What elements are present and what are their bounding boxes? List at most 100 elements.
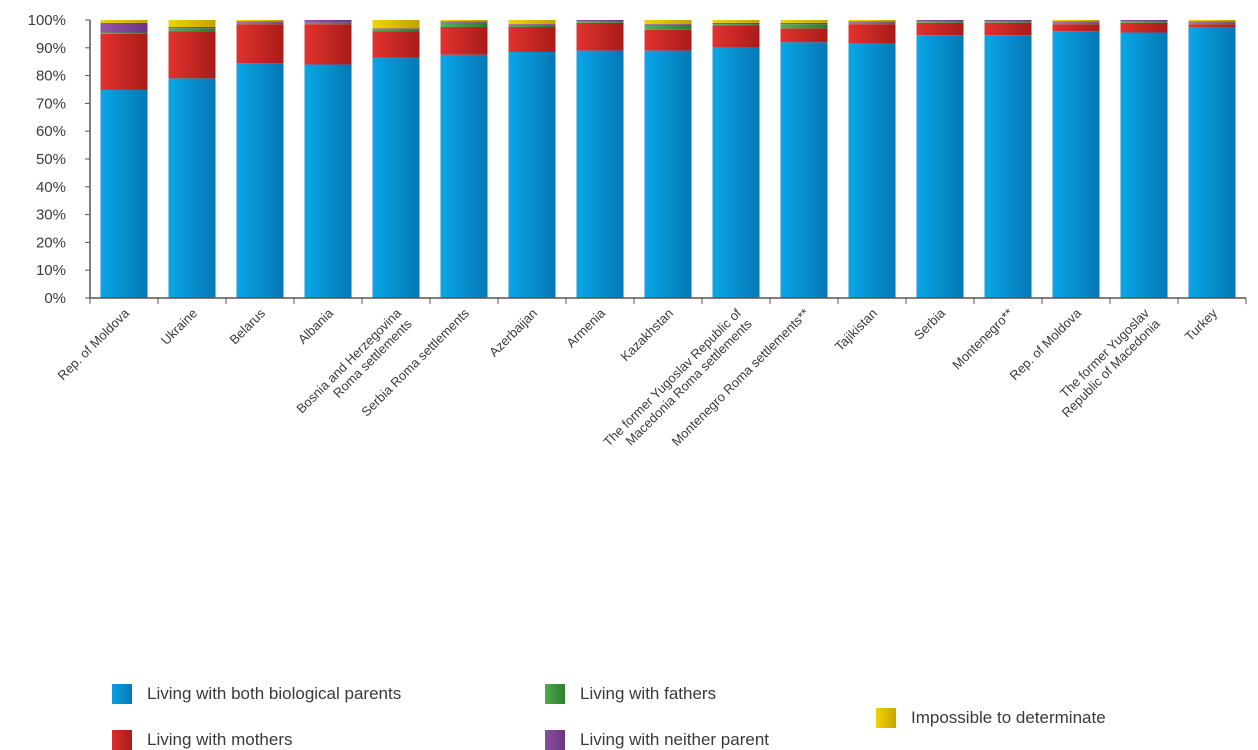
bar-segment <box>508 25 556 27</box>
x-tick-label: Tajikistan <box>832 306 880 354</box>
bar-segment <box>780 28 828 43</box>
bar-segment <box>236 21 284 23</box>
x-tick-label: Rep. of Moldova <box>1007 305 1085 383</box>
bar-segment <box>848 22 896 25</box>
y-tick-label: 0% <box>44 290 66 307</box>
x-tick-label: Turkey <box>1182 305 1221 344</box>
bar-segment <box>168 20 216 27</box>
bar-segment <box>644 25 692 30</box>
bar-segment <box>372 28 420 30</box>
bar-segment <box>440 21 488 23</box>
bar-segment <box>916 35 964 298</box>
bar-segment <box>372 29 420 32</box>
bar-segment <box>780 20 828 23</box>
bar-segment <box>440 22 488 27</box>
y-tick-label: 70% <box>36 95 66 112</box>
bar-segment <box>1120 21 1168 23</box>
x-tick-label: Rep. of Moldova <box>55 305 133 383</box>
bar-segment <box>100 22 148 33</box>
bar-segment <box>1052 20 1100 22</box>
bar-segment <box>848 20 896 22</box>
bar-segment <box>1052 24 1100 32</box>
x-tick-label: Ukraine <box>158 306 200 348</box>
bar-segment <box>712 24 760 26</box>
x-tick-label: Armenia <box>563 305 608 350</box>
x-tick-label: Kazakhstan <box>617 306 676 365</box>
bar-segment <box>576 22 624 51</box>
bar-segment <box>100 32 148 34</box>
bar-segment <box>848 21 896 23</box>
bar-segment <box>440 26 488 55</box>
bar-segment <box>780 42 828 298</box>
bar-segment <box>440 54 488 298</box>
bar-segment <box>1188 24 1236 27</box>
bar-segment <box>1052 31 1100 299</box>
x-tick-label: Albania <box>295 305 337 347</box>
bar-segment <box>984 21 1032 23</box>
bar-segment <box>304 20 352 23</box>
bar-segment <box>780 24 828 29</box>
bar-segment <box>372 20 420 29</box>
bar-segment <box>576 20 624 22</box>
bar-segment <box>712 47 760 298</box>
bar-segment <box>100 20 148 23</box>
bar-segment <box>508 51 556 298</box>
bar-segment <box>168 28 216 32</box>
bar-segment <box>236 20 284 22</box>
bar-segment <box>848 24 896 44</box>
bar-segment <box>576 21 624 23</box>
bar-segment <box>712 25 760 48</box>
bar-segment <box>916 22 964 36</box>
bar-segment <box>372 57 420 298</box>
x-tick-label: Montenegro** <box>949 306 1016 373</box>
bar-segment <box>508 24 556 26</box>
bar-segment <box>1120 22 1168 33</box>
x-tick-label: Belarus <box>226 305 268 347</box>
bar-segment <box>508 26 556 52</box>
y-tick-label: 20% <box>36 234 66 251</box>
x-tick-label: Serbia <box>911 305 949 343</box>
bar-segment <box>780 22 828 25</box>
bar-segment <box>644 29 692 51</box>
x-axis: Rep. of Moldova Ukraine Belarus AlbaniaBosn… <box>55 297 1247 449</box>
bar-segment <box>1052 21 1100 23</box>
bar-segment <box>644 20 692 25</box>
y-tick-label: 80% <box>36 68 66 85</box>
y-tick-label: 50% <box>36 151 66 168</box>
bar-segment <box>916 20 964 22</box>
bar-segment <box>168 31 216 79</box>
y-tick-label: 30% <box>36 207 66 224</box>
bar-segment <box>100 89 148 298</box>
bar-segment <box>984 35 1032 298</box>
bar-segment <box>1188 22 1236 25</box>
bar-segment <box>440 20 488 22</box>
bar-segment <box>372 31 420 58</box>
y-tick-label: 10% <box>36 262 66 279</box>
x-tick-label: Azerbaijan <box>486 306 540 360</box>
bar-segment <box>100 33 148 90</box>
bar-segment <box>984 20 1032 22</box>
bar-segment <box>168 78 216 298</box>
bar-segment <box>712 20 760 23</box>
bar-segment <box>848 43 896 298</box>
bar-segment <box>508 20 556 25</box>
bar-segment <box>644 50 692 298</box>
bar-segment <box>1120 32 1168 298</box>
y-tick-label: 40% <box>36 179 66 196</box>
bar-segment <box>304 22 352 25</box>
bar-segment <box>304 64 352 298</box>
bar-segment <box>304 24 352 65</box>
bar-segment <box>1188 21 1236 23</box>
bar-segment <box>712 22 760 25</box>
bar-segment <box>236 24 284 64</box>
y-tick-label: 90% <box>36 40 66 57</box>
bar-segment <box>644 24 692 26</box>
y-tick-label: 60% <box>36 123 66 140</box>
bar-segment <box>916 21 964 23</box>
bars <box>100 20 1236 299</box>
bar-segment <box>576 50 624 298</box>
y-tick-label: 100% <box>28 12 66 29</box>
y-axis: 0% 10% 20% 30% 40% 50% 60% 70% 80% 90% 100% <box>28 12 91 307</box>
bar-segment <box>236 22 284 25</box>
